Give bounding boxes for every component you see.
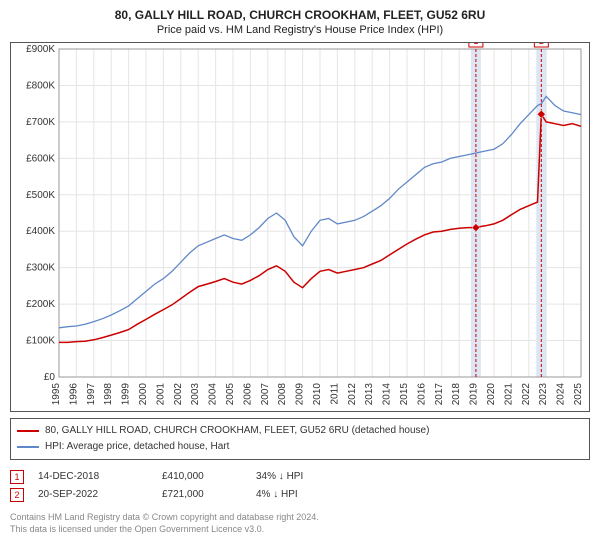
svg-text:£500K: £500K <box>26 190 55 201</box>
sales-row-1: 1 14-DEC-2018 £410,000 34% ↓ HPI <box>10 468 590 486</box>
svg-text:2013: 2013 <box>364 383 375 406</box>
footer-line-1: Contains HM Land Registry data © Crown c… <box>10 512 590 524</box>
svg-text:£700K: £700K <box>26 117 55 128</box>
svg-text:2020: 2020 <box>486 383 497 406</box>
chart-svg: £0 £100K £200K £300K £400K £500K £600K £700K £80… <box>11 43 589 411</box>
svg-text:1996: 1996 <box>68 383 79 406</box>
legend-label-property: 80, GALLY HILL ROAD, CHURCH CROOKHAM, FL… <box>45 423 429 439</box>
svg-text:2011: 2011 <box>329 383 340 405</box>
svg-text:2017: 2017 <box>434 383 445 406</box>
svg-text:2007: 2007 <box>260 383 271 406</box>
svg-text:1998: 1998 <box>103 383 114 406</box>
svg-text:2016: 2016 <box>416 383 427 406</box>
svg-text:£400K: £400K <box>26 226 55 237</box>
svg-text:2004: 2004 <box>208 383 219 406</box>
sales-marker-1: 1 <box>10 470 24 484</box>
legend-label-hpi: HPI: Average price, detached house, Hart <box>45 439 229 455</box>
svg-text:2015: 2015 <box>399 383 410 406</box>
svg-text:2000: 2000 <box>138 383 149 406</box>
chart-title: 80, GALLY HILL ROAD, CHURCH CROOKHAM, FL… <box>10 8 590 22</box>
svg-text:2: 2 <box>539 43 544 46</box>
sales-row-2: 2 20-SEP-2022 £721,000 4% ↓ HPI <box>10 486 590 504</box>
svg-text:£200K: £200K <box>26 299 55 310</box>
svg-text:£900K: £900K <box>26 44 55 55</box>
svg-text:2023: 2023 <box>538 383 549 406</box>
svg-text:2003: 2003 <box>190 383 201 406</box>
svg-text:2019: 2019 <box>469 383 480 406</box>
chart-frame: £0 £100K £200K £300K £400K £500K £600K £700K £80… <box>10 42 590 412</box>
sales-table: 1 14-DEC-2018 £410,000 34% ↓ HPI 2 20-SE… <box>10 468 590 504</box>
legend-swatch-property <box>17 430 39 432</box>
sales-pct-1: 34% ↓ HPI <box>256 468 346 486</box>
sales-price-2: £721,000 <box>162 486 242 504</box>
svg-text:2025: 2025 <box>573 383 584 406</box>
legend-swatch-hpi <box>17 446 39 448</box>
svg-text:1997: 1997 <box>86 383 97 406</box>
svg-text:1995: 1995 <box>51 383 62 406</box>
svg-text:2008: 2008 <box>277 383 288 406</box>
sales-pct-2: 4% ↓ HPI <box>256 486 346 504</box>
footer-line-2: This data is licensed under the Open Gov… <box>10 524 590 536</box>
svg-text:£600K: £600K <box>26 153 55 164</box>
svg-text:2012: 2012 <box>347 383 358 406</box>
svg-text:£100K: £100K <box>26 336 55 347</box>
svg-text:2021: 2021 <box>503 383 514 406</box>
legend-box: 80, GALLY HILL ROAD, CHURCH CROOKHAM, FL… <box>10 418 590 460</box>
sales-date-2: 20-SEP-2022 <box>38 486 148 504</box>
svg-text:1: 1 <box>473 43 478 46</box>
legend-row-property: 80, GALLY HILL ROAD, CHURCH CROOKHAM, FL… <box>17 423 583 439</box>
chart-subtitle: Price paid vs. HM Land Registry's House … <box>10 24 590 36</box>
svg-text:2009: 2009 <box>295 383 306 406</box>
svg-text:2002: 2002 <box>173 383 184 406</box>
legend-row-hpi: HPI: Average price, detached house, Hart <box>17 439 583 455</box>
sales-price-1: £410,000 <box>162 468 242 486</box>
footer: Contains HM Land Registry data © Crown c… <box>10 512 590 535</box>
svg-text:£800K: £800K <box>26 80 55 91</box>
svg-text:1999: 1999 <box>121 383 132 406</box>
svg-text:2024: 2024 <box>556 383 567 406</box>
svg-text:2022: 2022 <box>521 383 532 406</box>
svg-text:2018: 2018 <box>451 383 462 406</box>
svg-text:2006: 2006 <box>242 383 253 406</box>
svg-text:£300K: £300K <box>26 263 55 274</box>
svg-text:2014: 2014 <box>382 383 393 406</box>
svg-text:2001: 2001 <box>155 383 166 406</box>
sales-marker-2: 2 <box>10 488 24 502</box>
svg-text:2005: 2005 <box>225 383 236 406</box>
svg-text:2010: 2010 <box>312 383 323 406</box>
sales-date-1: 14-DEC-2018 <box>38 468 148 486</box>
svg-text:£0: £0 <box>44 372 56 383</box>
